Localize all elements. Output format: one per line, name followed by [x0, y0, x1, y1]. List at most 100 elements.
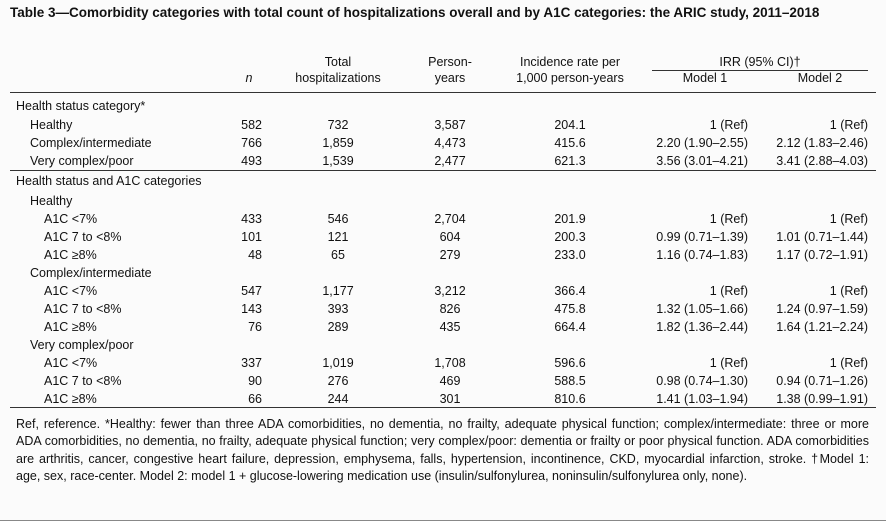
cell: 76	[248, 320, 262, 334]
row-label: Complex/intermediate	[30, 136, 152, 150]
cell: 1,177	[322, 284, 354, 298]
cell: 279	[439, 248, 461, 262]
cell: 65	[331, 248, 345, 262]
cell: 244	[327, 392, 349, 406]
cell: 547	[241, 284, 262, 298]
cell: 366.4	[554, 284, 586, 298]
cell: 664.4	[554, 320, 586, 334]
header-rule	[10, 92, 876, 93]
cell: 1.24 (0.97–1.59)	[776, 302, 868, 316]
cell: 1.16 (0.74–1.83)	[656, 248, 748, 262]
section-rule	[10, 170, 876, 171]
row-label: A1C ≥8%	[44, 392, 97, 406]
cell: 337	[241, 356, 262, 370]
cell: 233.0	[554, 248, 586, 262]
cell: 276	[327, 374, 349, 388]
cell: 3,587	[434, 118, 466, 132]
cell: 3,212	[434, 284, 466, 298]
cell: 588.5	[554, 374, 586, 388]
cell: 1.38 (0.99–1.91)	[776, 392, 868, 406]
cell: 1,539	[322, 154, 354, 168]
cell: 582	[241, 118, 262, 132]
cell: 90	[248, 374, 262, 388]
column-header: years	[434, 71, 466, 85]
column-header: Total	[324, 55, 352, 69]
cell: 1.64 (1.21–2.24)	[776, 320, 868, 334]
cell: 4,473	[434, 136, 466, 150]
cell: 1 (Ref)	[709, 284, 748, 298]
cell: 2,477	[434, 154, 466, 168]
cell: 204.1	[554, 118, 586, 132]
cell: 826	[439, 302, 461, 316]
column-header: Model 1	[682, 71, 728, 85]
column-header: n	[245, 71, 253, 85]
column-header: Person-	[428, 55, 472, 69]
row-label: Health status category*	[16, 99, 146, 113]
cell: 1 (Ref)	[829, 212, 868, 226]
row-label: Complex/intermediate	[30, 266, 152, 280]
column-header: 1,000 person-years	[516, 71, 624, 85]
cell: 66	[248, 392, 262, 406]
cell: 200.3	[554, 230, 586, 244]
cell: 493	[241, 154, 262, 168]
row-label: A1C ≥8%	[44, 248, 97, 262]
row-label: Very complex/poor	[30, 154, 134, 168]
column-header: Model 2	[797, 71, 843, 85]
cell: 0.98 (0.74–1.30)	[656, 374, 748, 388]
row-label: A1C ≥8%	[44, 320, 97, 334]
body-rule	[10, 407, 876, 408]
cell: 596.6	[554, 356, 586, 370]
group-header: IRR (95% CI)†	[719, 55, 801, 69]
cell: 1.82 (1.36–2.44)	[656, 320, 748, 334]
cell: 475.8	[554, 302, 586, 316]
cell: 766	[241, 136, 262, 150]
row-label: Healthy	[30, 118, 73, 132]
cell: 546	[327, 212, 349, 226]
cell: 201.9	[554, 212, 586, 226]
column-header: hospitalizations	[295, 71, 381, 85]
cell: 1 (Ref)	[709, 212, 748, 226]
cell: 1 (Ref)	[829, 118, 868, 132]
row-label: A1C <7%	[44, 212, 98, 226]
cell: 289	[327, 320, 349, 334]
cell: 433	[241, 212, 262, 226]
cell: 621.3	[554, 154, 586, 168]
row-label: Healthy	[30, 194, 73, 208]
cell: 469	[439, 374, 461, 388]
cell: 1,859	[322, 136, 354, 150]
cell: 121	[327, 230, 349, 244]
cell: 1.01 (0.71–1.44)	[776, 230, 868, 244]
cell: 732	[327, 118, 349, 132]
cell: 2.20 (1.90–2.55)	[656, 136, 748, 150]
cell: 301	[439, 392, 461, 406]
cell: 143	[241, 302, 262, 316]
cell: 1 (Ref)	[709, 118, 748, 132]
cell: 393	[327, 302, 349, 316]
row-label: A1C <7%	[44, 356, 98, 370]
footnote: Ref, reference. *Healthy: fewer than thr…	[16, 417, 869, 484]
group-rule	[652, 70, 868, 71]
cell: 1 (Ref)	[829, 356, 868, 370]
row-label: Health status and A1C categories	[16, 174, 202, 188]
cell: 1.32 (1.05–1.66)	[656, 302, 748, 316]
cell: 810.6	[554, 392, 586, 406]
cell: 48	[248, 248, 262, 262]
cell: 1.41 (1.03–1.94)	[656, 392, 748, 406]
row-label: Very complex/poor	[30, 338, 134, 352]
cell: 1.17 (0.72–1.91)	[776, 248, 868, 262]
row-label: A1C 7 to <8%	[44, 302, 122, 316]
cell: 435	[439, 320, 461, 334]
row-label: A1C <7%	[44, 284, 98, 298]
cell: 2,704	[434, 212, 466, 226]
cell: 3.56 (3.01–4.21)	[656, 154, 748, 168]
cell: 101	[241, 230, 262, 244]
cell: 1,019	[322, 356, 354, 370]
cell: 1 (Ref)	[709, 356, 748, 370]
cell: 415.6	[554, 136, 586, 150]
table-title: Table 3—Comorbidity categories with tota…	[10, 5, 820, 20]
cell: 1 (Ref)	[829, 284, 868, 298]
cell: 604	[439, 230, 461, 244]
cell: 1,708	[434, 356, 466, 370]
cell: 0.99 (0.71–1.39)	[656, 230, 748, 244]
